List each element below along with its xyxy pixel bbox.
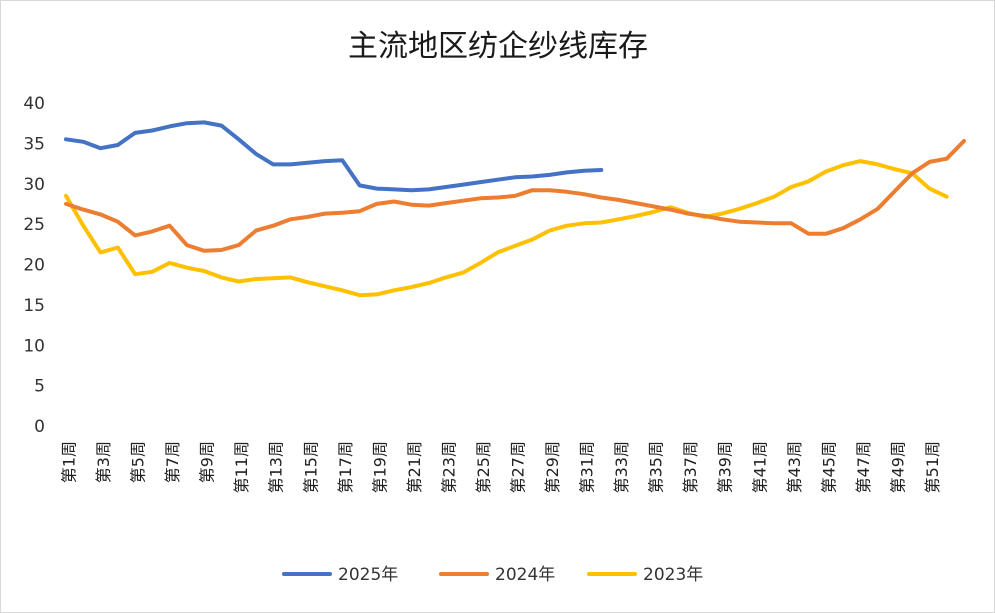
x-tick-label: 第13周 [267,441,286,493]
x-tick-label: 第29周 [543,441,562,493]
x-tick-label: 第27周 [509,441,528,493]
legend: 2025年 2024年 2023年 [282,565,703,585]
y-tick-label: 40 [23,94,45,114]
x-tick-label: 第1周 [60,441,79,483]
x-tick-label: 第7周 [163,441,182,483]
y-tick-label: 35 [23,134,45,154]
x-tick-label: 第25周 [474,441,493,493]
series-lines [64,120,966,298]
y-tick-label: 5 [34,377,45,397]
x-tick-label: 第19周 [370,441,389,493]
series-line-2025年 [64,120,604,193]
x-tick-label: 第9周 [198,441,217,483]
y-tick-label: 10 [23,336,45,356]
x-tick-label: 第11周 [232,441,251,493]
y-tick-label: 15 [23,296,45,316]
y-tick-label: 25 [23,215,45,235]
series-line-2023年 [64,159,949,298]
x-tick-label: 第33周 [612,441,631,493]
x-tick-label: 第49周 [888,441,907,493]
x-tick-label: 第23周 [439,441,458,493]
y-tick-label: 30 [23,175,45,195]
x-tick-label: 第43周 [785,441,804,493]
x-tick-label: 第41周 [750,441,769,493]
x-tick-label: 第37周 [681,441,700,493]
x-tick-label: 第3周 [94,441,113,483]
y-tick-label: 20 [23,256,45,276]
x-tick-label: 第21周 [405,441,424,493]
x-tick-label: 第51周 [923,441,942,493]
x-tick-label: 第31周 [578,441,597,493]
legend-label: 2023年 [643,565,703,585]
chart-title: 主流地区纺企纱线库存 [348,29,648,64]
x-tick-label: 第17周 [336,441,355,493]
x-tick-label: 第35周 [647,441,666,493]
legend-label: 2024年 [495,565,555,585]
x-tick-label: 第5周 [129,441,148,483]
x-axis-ticks: 第1周 第3周 第5周 第7周 第9周 第11周 第13周 第15周 第17周 第19周 第21周第… [60,441,942,493]
x-tick-label: 第45周 [819,441,838,493]
x-tick-label: 第15周 [301,441,320,493]
y-tick-label: 0 [34,417,45,437]
x-tick-label: 第39周 [716,441,735,493]
legend-label: 2025年 [338,565,398,585]
x-tick-label: 第47周 [854,441,873,493]
y-axis-ticks: 0 5 10 15 20 25 30 35 40 [23,94,45,437]
